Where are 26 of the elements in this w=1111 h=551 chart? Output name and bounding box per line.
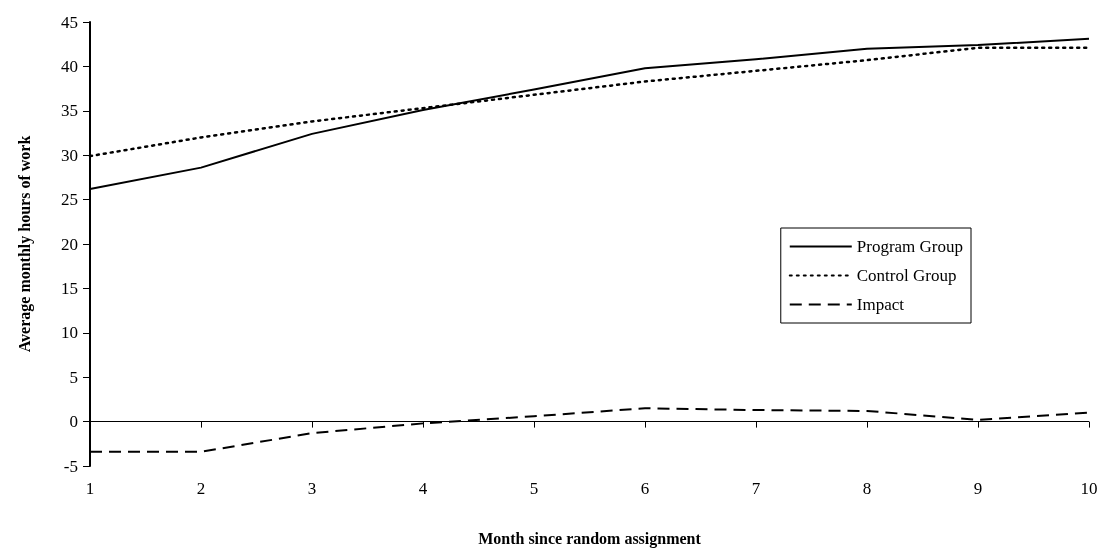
x-tick-label: 9 [973,479,983,498]
y-tick-label: 40 [61,56,78,76]
y-tick-label: 20 [61,234,78,254]
y-tick-label: 10 [61,323,78,343]
y-tick-label: 30 [61,145,78,165]
y-tick-label: 35 [61,101,78,121]
y-tick-label: -5 [63,456,78,476]
x-tick-label: 5 [529,479,539,498]
y-tick-label: 25 [61,190,78,210]
y-tick-label: 0 [69,412,78,432]
legend-label: Program Group [856,237,963,256]
y-tick-label: 5 [69,367,78,387]
y-tick-label: 45 [61,12,78,32]
x-tick-label: 8 [862,479,872,498]
x-tick-label: 7 [751,479,761,498]
x-tick-label: 4 [418,479,428,498]
x-tick-label: 10 [1080,479,1098,498]
x-tick-label: 2 [196,479,206,498]
x-tick-label: 3 [307,479,317,498]
legend-label: Control Group [856,266,957,285]
x-tick-label: 6 [640,479,650,498]
y-tick-label: 15 [61,278,78,298]
x-axis-title: Month since random assignment [478,529,702,548]
x-tick-label: 1 [85,479,95,498]
legend-label: Impact [856,295,905,314]
y-axis-title: Average monthly hours of work [15,135,34,353]
